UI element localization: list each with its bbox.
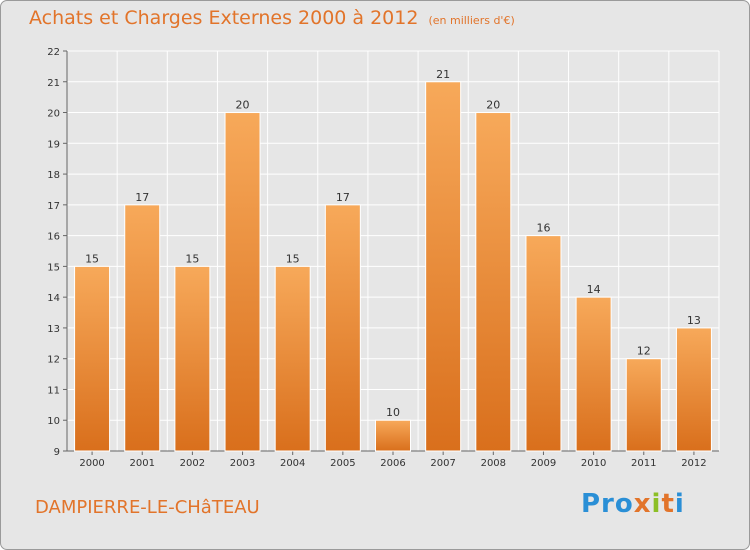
y-tick-label: 18 — [47, 170, 60, 181]
data-label: 15 — [85, 252, 99, 265]
logo-part: x — [633, 489, 652, 519]
bar-2000 — [74, 265, 111, 452]
data-label: 13 — [687, 314, 701, 327]
y-tick-label: 22 — [47, 47, 60, 58]
grid-lines — [66, 50, 720, 452]
bar-2008 — [475, 112, 512, 452]
data-label: 15 — [185, 252, 199, 265]
x-tick-label: 2009 — [531, 458, 556, 469]
x-tick-label: 2012 — [681, 458, 706, 469]
data-label: 15 — [286, 252, 300, 265]
bar-2002 — [174, 265, 211, 452]
bar-2010 — [575, 296, 612, 452]
x-tick-label: 2001 — [130, 458, 155, 469]
logo-part: t — [661, 489, 675, 519]
x-tick-label: 2004 — [280, 458, 305, 469]
x-tick-label: 2008 — [481, 458, 506, 469]
data-label: 14 — [587, 283, 601, 296]
x-tick-label: 2007 — [430, 458, 455, 469]
bar-2007 — [425, 81, 462, 452]
data-label: 10 — [386, 406, 400, 419]
plot-area — [67, 51, 719, 451]
y-tick-label: 12 — [47, 355, 60, 366]
y-tick-label: 14 — [47, 293, 60, 304]
y-tick-label: 10 — [47, 416, 60, 427]
x-tick-label: 2010 — [581, 458, 606, 469]
x-tick-label: 2006 — [380, 458, 405, 469]
data-label: 17 — [135, 191, 149, 204]
data-label: 21 — [436, 68, 450, 81]
y-tick-label: 17 — [47, 201, 60, 212]
y-tick-label: 15 — [47, 262, 60, 273]
data-label: 17 — [336, 191, 350, 204]
bar-2005 — [324, 204, 361, 452]
labels: 9 10 11 12 13 14 15 16 17 18 19 20 21 22 15 2000 17 2001 1… — [47, 47, 706, 469]
data-label: 20 — [236, 99, 250, 112]
y-tick-label: 19 — [47, 139, 60, 150]
bar-2004 — [274, 265, 311, 452]
x-tick-label: 2005 — [330, 458, 355, 469]
chart-title: Achats et Charges Externes 2000 à 2012 (e… — [29, 7, 515, 29]
commune-name: DAMPIERRE-LE-CHâTEAU — [35, 497, 260, 518]
bar-2006 — [375, 419, 411, 452]
y-tick-label: 11 — [47, 385, 60, 396]
y-tick-label: 20 — [47, 109, 60, 120]
bar-2003 — [224, 112, 261, 452]
y-tick-label: 21 — [47, 78, 60, 89]
bar-2009 — [525, 235, 562, 452]
logo-part: i — [651, 489, 662, 519]
x-tick-label: 2011 — [631, 458, 656, 469]
bar-2001 — [124, 204, 161, 452]
bars — [74, 81, 712, 452]
bar-2012 — [675, 327, 712, 452]
x-tick-label: 2000 — [79, 458, 104, 469]
y-tick-label: 13 — [47, 324, 60, 335]
data-label: 20 — [486, 99, 500, 112]
data-label: 12 — [637, 345, 651, 358]
logo-part: i — [674, 489, 685, 519]
y-tick-label: 16 — [47, 232, 60, 243]
data-label: 16 — [536, 222, 550, 235]
bar-2011 — [625, 358, 662, 452]
proxiti-logo: Proxiti — [581, 489, 685, 519]
x-tick-label: 2002 — [180, 458, 205, 469]
y-tick-label: 9 — [54, 447, 60, 458]
unit-label: (en milliers d'€) — [428, 14, 515, 27]
x-tick-label: 2003 — [230, 458, 255, 469]
title-text: Achats et Charges Externes 2000 à 2012 — [29, 7, 419, 29]
logo-part: Pro — [581, 489, 634, 519]
